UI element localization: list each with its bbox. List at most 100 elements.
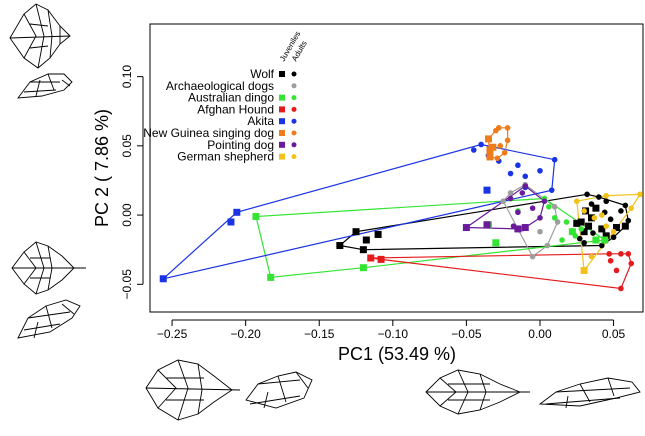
legend-adult-marker-archaeological-dogs <box>291 83 297 89</box>
y-tick-label: 0.05 <box>120 134 134 158</box>
y-tick-label: 0.00 <box>120 203 134 227</box>
legend-juvenile-marker-new-guinea-singing-dog <box>279 130 285 136</box>
adult-point-afghan-hound <box>628 260 635 267</box>
adult-point-german-shepherd <box>603 223 610 229</box>
juvenile-point-akita <box>233 208 241 216</box>
juvenile-point-new-guinea-singing-dog <box>484 135 492 143</box>
juvenile-point-afghan-hound <box>367 254 375 262</box>
adult-point-wolf <box>625 217 632 224</box>
adult-point-pointing-dog <box>522 183 529 189</box>
adult-point-afghan-hound <box>613 267 620 274</box>
adult-point-pointing-dog <box>519 190 526 196</box>
juvenile-point-afghan-hound <box>377 255 385 263</box>
juvenile-point-australian-dingo <box>592 236 600 244</box>
juvenile-point-wolf <box>585 222 593 230</box>
skull-shape-bottom-left-lateral-icon <box>245 371 313 409</box>
adult-point-wolf <box>596 194 602 200</box>
adult-point-wolf <box>603 198 610 205</box>
legend-juvenile-marker-australian-dingo <box>279 94 285 101</box>
adult-point-wolf <box>590 230 596 236</box>
adult-point-akita <box>515 162 521 169</box>
y-axis-label: PC 2 ( 7.86 %) <box>92 109 112 227</box>
adult-point-wolf <box>576 235 583 242</box>
legend-juvenile-marker-akita <box>279 118 285 125</box>
x-tick-label: −0.10 <box>378 327 409 341</box>
juvenile-point-pointing-dog <box>521 224 529 232</box>
juvenile-point-wolf <box>577 218 585 226</box>
adult-point-wolf <box>607 216 614 223</box>
adult-point-wolf <box>581 239 587 246</box>
legend-adult-marker-wolf <box>291 71 297 77</box>
adult-point-wolf <box>598 242 605 249</box>
juvenile-point-australian-dingo <box>252 212 260 220</box>
adult-point-afghan-hound <box>618 285 624 292</box>
adult-point-australian-dingo <box>559 237 565 243</box>
adult-point-wolf <box>622 202 629 209</box>
adult-point-archaeological-dogs <box>529 253 536 260</box>
skull-shape-top-dorsal-icon <box>9 3 71 69</box>
juvenile-point-australian-dingo <box>492 239 500 247</box>
adult-point-archaeological-dogs <box>551 203 558 210</box>
adult-point-german-shepherd <box>591 215 598 221</box>
adult-point-new-guinea-singing-dog <box>504 137 511 144</box>
adult-point-new-guinea-singing-dog <box>494 155 501 162</box>
adult-point-wolf <box>618 208 624 214</box>
adult-point-akita <box>478 141 484 148</box>
juvenile-point-wolf <box>613 224 621 232</box>
adult-point-german-shepherd <box>628 205 635 211</box>
legend-juvenile-marker-afghan-hound <box>279 106 285 113</box>
legend-label-australian-dingo: Australian dingo <box>188 91 274 105</box>
legend-label-new-guinea-singing-dog: New Guinea singing dog <box>143 126 274 140</box>
skull-shape-top-lateral-icon <box>17 73 73 99</box>
juvenile-point-wolf <box>598 225 606 233</box>
juvenile-point-pointing-dog <box>483 221 491 229</box>
adult-point-pointing-dog <box>541 198 548 205</box>
adult-point-wolf <box>584 191 590 198</box>
legend-label-wolf: Wolf <box>250 67 274 81</box>
legend-label-pointing-dog: Pointing dog <box>207 138 274 152</box>
legend-label-afghan-hound: Afghan Hound <box>197 102 274 116</box>
y-tick-label: −0.05 <box>120 269 134 300</box>
adult-point-pointing-dog <box>529 205 536 211</box>
y-axis: −0.05 0.00 0.05 0.10 <box>120 65 144 300</box>
adult-point-afghan-hound <box>607 257 614 264</box>
x-tick-label: −0.20 <box>230 327 261 341</box>
adult-point-afghan-hound <box>625 251 632 257</box>
legend-juvenile-marker-pointing-dog <box>279 141 285 148</box>
legend-juvenile-marker-wolf <box>279 71 285 77</box>
juvenile-point-wolf <box>362 236 370 244</box>
adult-point-pointing-dog <box>515 209 521 216</box>
legend-juvenile-marker-german-shepherd <box>279 153 285 160</box>
juvenile-point-new-guinea-singing-dog <box>486 153 494 161</box>
adult-point-german-shepherd <box>598 212 605 218</box>
juvenile-point-australian-dingo <box>568 228 576 236</box>
plot-frame <box>149 23 644 313</box>
adult-point-archaeological-dogs <box>544 242 551 249</box>
adult-point-pointing-dog <box>507 195 514 202</box>
juvenile-point-wolf <box>587 214 595 222</box>
data-points-layer <box>159 125 643 292</box>
adult-point-australian-dingo <box>551 215 558 221</box>
x-tick-label: 0.05 <box>602 327 626 341</box>
juvenile-point-wolf <box>602 232 610 240</box>
legend-adult-marker-afghan-hound <box>291 106 297 112</box>
juvenile-point-wolf <box>621 222 629 230</box>
juvenile-point-german-shepherd <box>580 266 588 274</box>
juvenile-point-akita <box>159 275 167 283</box>
legend-label-archaeological-dogs: Archaeological dogs <box>166 79 274 93</box>
legend-adult-marker-akita <box>291 118 297 124</box>
juvenile-point-wolf <box>359 246 367 254</box>
adult-point-archaeological-dogs <box>554 219 561 225</box>
adult-point-akita <box>537 167 543 174</box>
juvenile-point-wolf <box>580 228 588 236</box>
legend-adult-marker-pointing-dog <box>291 142 297 148</box>
adult-point-german-shepherd <box>573 198 580 205</box>
juvenile-point-australian-dingo <box>359 264 367 272</box>
legend-adult-marker-german-shepherd <box>291 154 297 160</box>
adult-point-australian-dingo <box>563 219 570 225</box>
adult-point-new-guinea-singing-dog <box>504 125 511 131</box>
adult-point-new-guinea-singing-dog <box>501 149 508 156</box>
